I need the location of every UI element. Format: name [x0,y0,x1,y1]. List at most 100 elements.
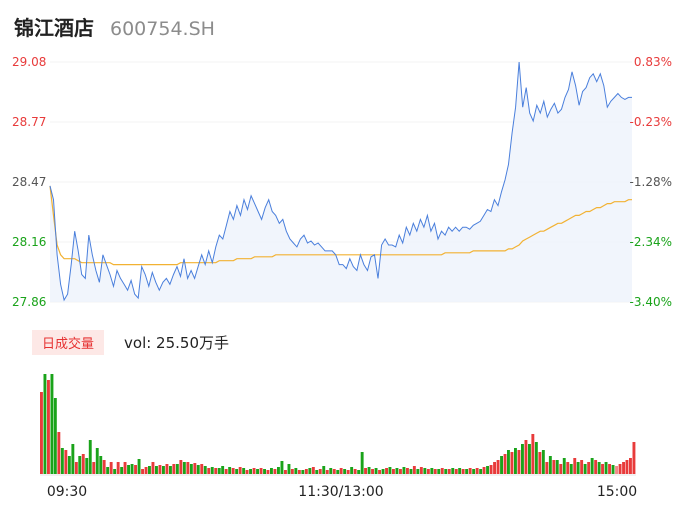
volume-bar [622,462,625,474]
volume-value: vol: 25.50万手 [124,333,230,352]
volume-bar [343,469,347,474]
volume-bar [479,469,483,474]
volume-bar [148,466,151,474]
volume-bar [332,469,336,474]
volume-bar [301,470,305,474]
volume-bar [322,466,326,474]
volume-bar [608,464,611,474]
daily-volume-tab[interactable]: 日成交量 [32,329,105,355]
volume-bar [99,456,103,474]
volume-bar [92,462,96,474]
volume-bar [40,392,43,474]
volume-bar [371,469,374,474]
left-axis-label: 27.86 [12,295,46,309]
time-label: 11:30/13:00 [298,484,383,500]
volume-bar [406,468,409,474]
volume-bar [416,469,420,474]
axis-labels: 29.08 28.77 28.47 28.16 27.86 0.83% -0.23% -1.2… [12,55,672,309]
volume-bar [245,470,249,474]
volume-bar [259,468,263,474]
volume-bar [67,456,71,474]
volume-bar [123,462,127,474]
volume-bar [228,467,232,474]
volume-bar [50,374,54,474]
price-line [49,61,632,302]
stock-name: 锦江酒店 [14,16,94,40]
volume-bar [486,466,489,474]
left-axis-label: 28.77 [12,115,46,129]
volume-bar [604,462,608,474]
volume-bar [353,469,357,474]
volume-bar [74,462,78,474]
volume-bar [203,466,207,474]
stock-code: 600754.SH [110,18,215,40]
volume-bar [186,462,190,474]
volume-bar [120,467,124,474]
volume-bar [562,458,566,474]
volume-bar [590,458,594,474]
volume-bar [545,462,549,474]
volume-bar [144,467,148,474]
volume-bar [409,469,413,474]
volume-bar [566,462,570,474]
volume-bar [235,469,239,474]
volume-bar [555,460,559,474]
volume-bar [179,460,183,474]
volume-bar [458,468,462,474]
volume-bar [482,467,486,474]
volume-bar [521,444,524,474]
volume-bar [95,448,99,474]
volume-bar [155,466,158,474]
volume-bar [594,460,598,474]
volume-bar [273,469,277,474]
volume-bar [507,450,510,474]
price-area-fill [50,62,632,302]
volume-bar [88,440,92,474]
volume-bar [468,468,472,474]
volume-bar [294,468,298,474]
volume-bar [339,468,343,474]
volume-bar [587,462,591,474]
volume-bar [290,469,294,474]
right-axis-label: -0.23% [630,115,672,129]
volume-bar [629,458,632,474]
volume-bar [130,464,134,474]
volume-bar [601,464,604,474]
volume-bar [534,442,538,474]
volume-bar [297,470,301,474]
volume-bar [207,468,211,474]
volume-bar [618,464,622,474]
volume-bar [548,456,552,474]
volume-bar [182,462,186,474]
volume-bar [277,467,280,474]
volume-bar [430,468,434,474]
volume-bar [193,463,197,474]
volume-bar [270,468,273,474]
volume-bar [238,467,242,474]
volume-bar [172,464,176,474]
volume-bar [318,469,322,474]
volume-bar [625,460,629,474]
volume-bar [528,444,531,474]
volume-bar [451,468,455,474]
volume-bar [308,468,312,474]
volume-bar [632,442,636,474]
volume-bar [116,462,120,474]
volume-bar [580,460,584,474]
volume-bar [47,380,50,474]
volume-bar [263,469,266,474]
volume-bar [503,454,507,474]
volume-bar [151,462,155,474]
volume-bar [60,448,64,474]
volume-bar [576,462,580,474]
volume-bar [287,464,291,474]
volume-bar [360,452,364,474]
volume-bar [43,374,47,474]
volume-bar [175,464,179,474]
volume-bar [538,452,542,474]
right-axis-label: -3.40% [630,295,672,309]
volume-bar [224,469,228,474]
volume-bar [165,464,169,474]
volume-bar [364,468,367,474]
time-axis-labels: 09:30 11:30/13:00 15:00 [47,484,637,500]
